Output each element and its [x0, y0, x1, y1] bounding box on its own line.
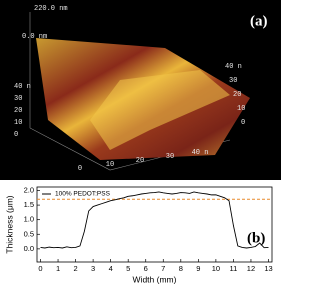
x-tick-label: 1 [56, 264, 60, 273]
x-tick-label: 4 [109, 264, 113, 273]
afm-image: 220.0 nm 0.0 nm (a) 40 n 30 20 10 0 40 n 30 20 1… [0, 0, 281, 180]
x-axis-label: Width (mm) [133, 274, 177, 284]
afm-ridge [90, 70, 230, 150]
afm-right-axis-label: 30 [229, 77, 237, 85]
z-max-label: 220.0 nm [34, 5, 68, 13]
x-tick-label: 11 [230, 264, 238, 273]
afm-bottom-axis-label: 40 n [192, 149, 209, 157]
page: 220.0 nm 0.0 nm (a) 40 n 30 20 10 0 40 n 30 20 1… [0, 0, 281, 285]
afm-left-axis-label: 20 [14, 107, 22, 115]
afm-right-axis-label: 40 n [225, 63, 242, 71]
x-tick-label: 6 [144, 264, 148, 273]
afm-left-axis-label: 40 n [14, 83, 31, 91]
afm-bottom-axis-label: 0 [78, 165, 82, 173]
x-tick-label: 0 [38, 264, 42, 273]
panel-label: (a) [250, 13, 268, 29]
afm-right-axis-label: 0 [241, 119, 245, 127]
y-tick-label: 0.0 [24, 244, 34, 253]
x-tick-label: 12 [247, 264, 255, 273]
x-tick-label: 7 [161, 264, 165, 273]
y-tick-label: 1.5 [24, 200, 34, 209]
x-tick-label: 9 [196, 264, 200, 273]
afm-left-axis-label: 30 [14, 95, 22, 103]
y-tick-label: 0.5 [24, 229, 34, 238]
data-line [40, 191, 269, 249]
x-tick-label: 13 [264, 264, 272, 273]
afm-left-axis-label: 10 [14, 119, 22, 127]
x-tick-label: 3 [91, 264, 95, 273]
y-axis-label: Thickness (μm) [4, 195, 14, 253]
afm-bottom-axis-label: 10 [106, 161, 114, 169]
y-tick-label: 2.0 [24, 185, 34, 194]
x-tick-label: 8 [179, 264, 183, 273]
x-tick-label: 10 [212, 264, 220, 273]
afm-bottom-axis-label: 30 [166, 153, 174, 161]
z-min-label: 0.0 nm [22, 33, 47, 41]
x-tick-label: 5 [126, 264, 130, 273]
x-tick-label: 2 [73, 264, 77, 273]
afm-bottom-axis-label: 20 [136, 157, 144, 165]
afm-right-axis-label: 20 [233, 91, 241, 99]
legend-label: 100% PEDOT:PSS [55, 191, 111, 198]
panel-label: (b) [247, 230, 265, 246]
plot-frame [36, 186, 273, 263]
afm-left-axis-label: 0 [14, 131, 18, 139]
afm-right-axis-label: 10 [237, 105, 245, 113]
y-tick-label: 1.0 [24, 215, 34, 224]
